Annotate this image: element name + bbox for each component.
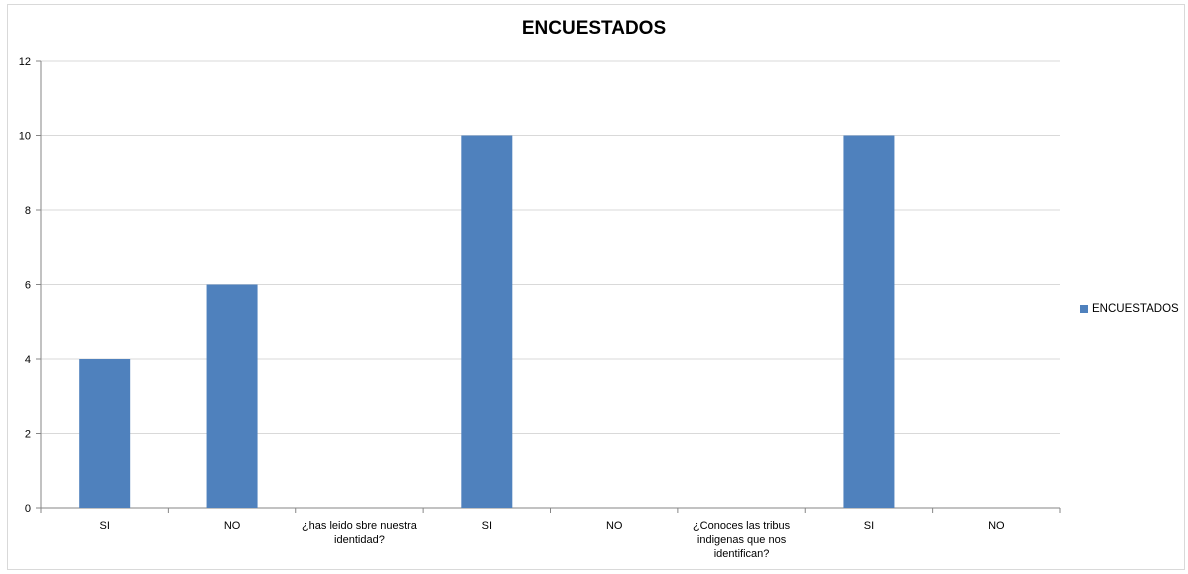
legend: ENCUESTADOS (1080, 303, 1179, 315)
x-tick-label: ¿Conoces las tribus (693, 520, 791, 532)
legend-label: ENCUESTADOS (1092, 303, 1179, 315)
x-tick-label: identidad? (334, 534, 385, 546)
y-tick-label: 0 (25, 503, 31, 515)
bar (843, 135, 895, 508)
x-tick-label: SI (99, 520, 109, 532)
x-tick-label: ¿has leido sbre nuestra (302, 520, 418, 532)
x-tick-label: NO (606, 520, 623, 532)
y-tick-label: 2 (25, 429, 31, 441)
y-tick-label: 12 (19, 56, 31, 68)
y-tick-label: 6 (25, 280, 31, 292)
x-tick-label: SI (864, 520, 874, 532)
x-tick-label: indigenas que nos (697, 534, 787, 546)
legend-swatch (1080, 305, 1088, 313)
y-tick-label: 10 (19, 131, 31, 143)
x-tick-label: NO (224, 520, 241, 532)
x-tick-label: NO (988, 520, 1005, 532)
bar (461, 135, 513, 508)
bar (206, 284, 258, 508)
bar (79, 359, 131, 508)
x-tick-label: identifican? (714, 548, 770, 560)
y-tick-label: 4 (25, 354, 31, 366)
x-tick-label: SI (482, 520, 492, 532)
chart-title: ENCUESTADOS (521, 18, 667, 39)
chart-frame (7, 4, 1185, 570)
y-tick-label: 8 (25, 205, 31, 217)
